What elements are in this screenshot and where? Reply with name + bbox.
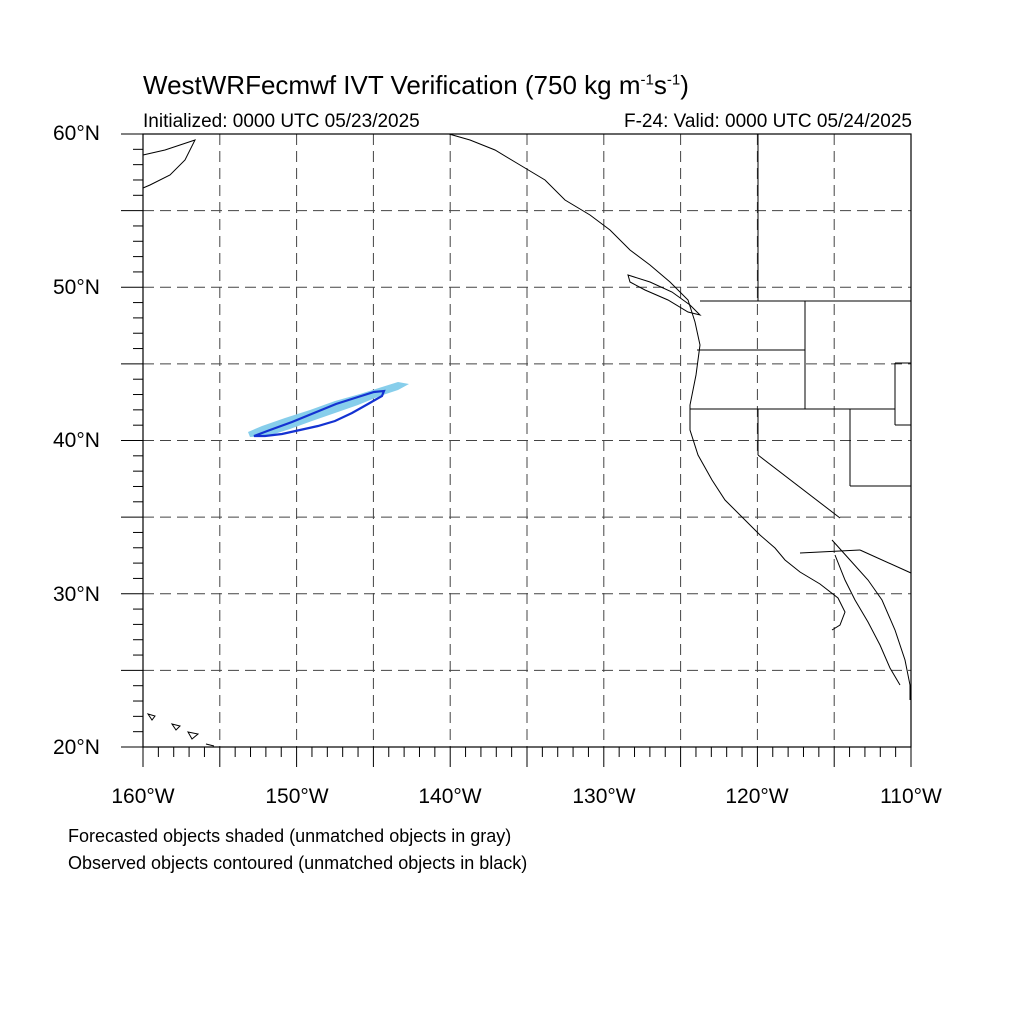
map-border [142, 133, 912, 748]
lat-label-60n: 60°N [53, 122, 100, 145]
coastline-hawaii [146, 713, 215, 747]
lat-label-50n: 50°N [53, 276, 100, 299]
lon-label-120w: 120°W [725, 785, 789, 808]
coastline-west-north-america [448, 133, 846, 631]
grid-lines [143, 134, 911, 747]
lon-label-150w: 150°W [265, 785, 329, 808]
forecast-legend-note: Forecasted objects shaded (unmatched obj… [68, 826, 512, 846]
lat-label-20n: 20°N [53, 736, 100, 759]
valid-time-label: F-24: Valid: 0000 UTC 05/24/2025 [624, 111, 912, 132]
lon-label-110w: 110°W [880, 785, 942, 808]
state-boundaries [690, 134, 912, 574]
axis-ticks [121, 133, 912, 767]
lat-label-30n: 30°N [53, 583, 100, 606]
init-time-label: Initialized: 0000 UTC 05/23/2025 [143, 111, 420, 132]
observed-object [253, 389, 386, 438]
lat-label-40n: 40°N [53, 429, 100, 452]
observed-legend-note: Observed objects contoured (unmatched ob… [68, 853, 528, 873]
coastlines [142, 133, 911, 747]
lon-label-160w: 160°W [111, 785, 175, 808]
lon-label-130w: 130°W [572, 785, 636, 808]
coastline-vancouver-island [627, 274, 702, 316]
map-title: WestWRFecmwf IVT Verification (750 kg m-… [143, 70, 689, 100]
coastline-baja [834, 554, 901, 686]
coastline-mainland-mexico [831, 539, 911, 700]
coastline-alaska [142, 139, 196, 189]
lon-label-140w: 140°W [418, 785, 482, 808]
